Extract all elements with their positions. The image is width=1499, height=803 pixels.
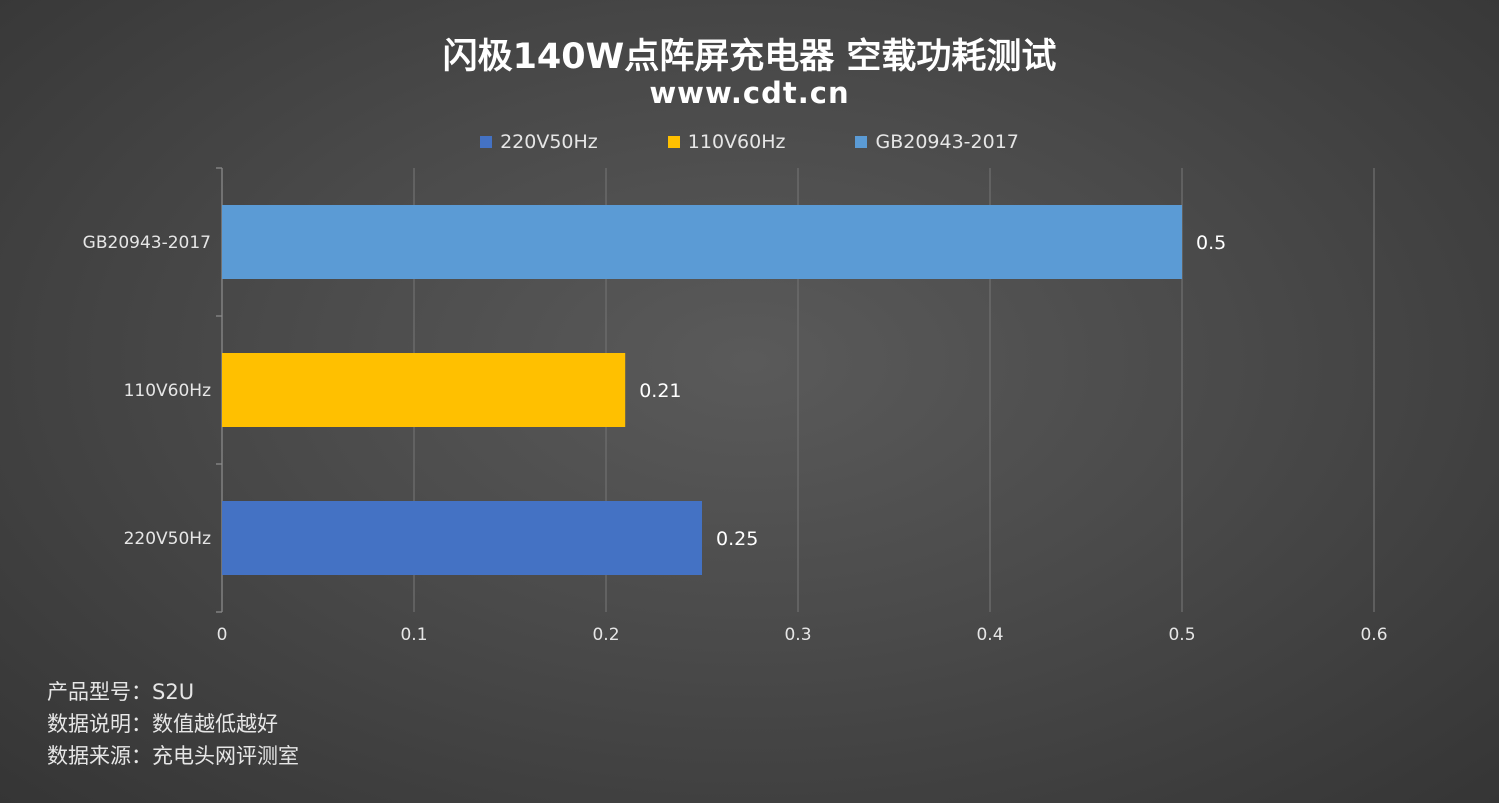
data-label-110v60hz: 0.21: [639, 380, 681, 402]
data-label-220v50hz: 0.25: [716, 528, 758, 550]
x-tick-label-6: 0.6: [1360, 625, 1387, 645]
x-tick-label-3: 0.3: [784, 625, 811, 645]
x-tick-label-4: 0.4: [976, 625, 1003, 645]
y-category-label-110v60hz: 110V60Hz: [124, 381, 211, 401]
legend-label-220v50hz: 220V50Hz: [500, 131, 598, 153]
legend-item-110v60hz: 110V60Hz: [667, 131, 786, 153]
bar-110v60hz: [222, 353, 626, 427]
legend: 220V50Hz 110V60Hz GB20943-2017: [0, 131, 1499, 153]
data-label-gb20943-2017: 0.5: [1196, 232, 1226, 254]
legend-item-220v50hz: 220V50Hz: [480, 131, 598, 153]
legend-swatch-110v60hz: [667, 136, 680, 148]
note-description: 数据说明：数值越低越好: [47, 712, 278, 736]
legend-swatch-220v50hz: [480, 136, 493, 148]
chart-title: 闪极140W点阵屏充电器 空载功耗测试: [442, 37, 1057, 77]
x-tick-label-0: 0: [217, 625, 228, 645]
x-tick-label-2: 0.2: [592, 625, 619, 645]
chart-subtitle: www.cdt.cn: [649, 76, 850, 110]
y-category-label-220v50hz: 220V50Hz: [124, 529, 211, 549]
bar-220v50hz: [222, 501, 702, 575]
bar-gb20943-2017: [222, 205, 1182, 279]
x-tick-label-1: 0.1: [400, 625, 427, 645]
legend-label-110v60hz: 110V60Hz: [687, 131, 786, 153]
y-category-label-gb20943-2017: GB20943-2017: [83, 233, 211, 253]
legend-label-gb20943: GB20943-2017: [875, 131, 1019, 153]
notes: 产品型号：S2U 数据说明：数值越低越好 数据来源：充电头网评测室: [47, 676, 299, 772]
legend-swatch-gb20943: [855, 136, 868, 148]
legend-item-gb20943: GB20943-2017: [855, 131, 1019, 153]
x-tick-label-5: 0.5: [1168, 625, 1195, 645]
note-model: 产品型号：S2U: [47, 680, 195, 704]
note-source: 数据来源：充电头网评测室: [47, 744, 299, 768]
